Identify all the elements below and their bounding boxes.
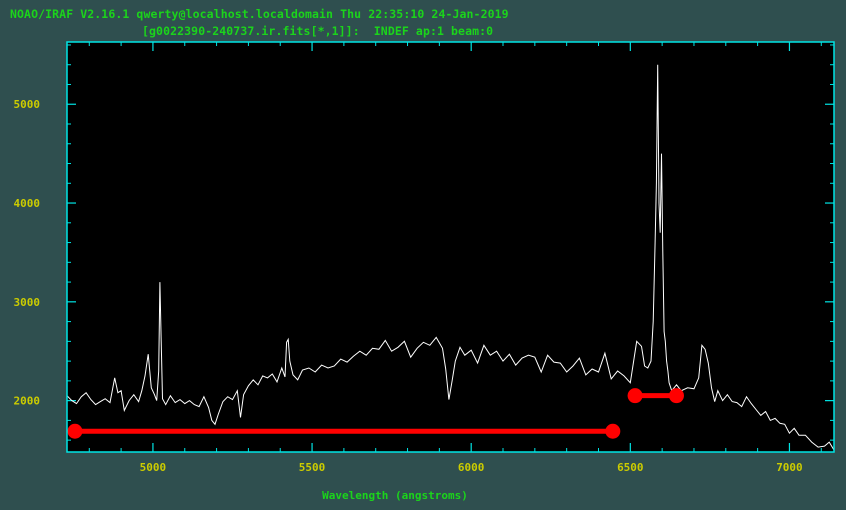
region-marker-start-handle[interactable] (627, 388, 643, 404)
x-axis-title: Wavelength (angstroms) (322, 489, 468, 502)
region-marker-end-handle[interactable] (668, 388, 684, 404)
x-tick-label: 7000 (776, 461, 803, 474)
x-tick-label: 6000 (458, 461, 485, 474)
region-markers[interactable] (67, 388, 684, 439)
x-tick-label: 6500 (617, 461, 644, 474)
x-tick-labels: 5000 5500 6000 6500 7000 (140, 461, 803, 474)
header-title-line: NOAO/IRAF V2.16.1 qwerty@localhost.local… (10, 7, 509, 21)
y-tick-label: 2000 (14, 395, 41, 408)
y-tick-label: 4000 (14, 197, 41, 210)
region-marker-end-handle[interactable] (605, 423, 621, 439)
y-tick-label: 3000 (14, 296, 41, 309)
region-marker-start-handle[interactable] (67, 423, 83, 439)
plot-area[interactable] (67, 42, 834, 452)
y-tick-label: 5000 (14, 98, 41, 111)
y-tick-labels: 2000 3000 4000 5000 (14, 98, 41, 407)
spectrum-line (66, 64, 835, 451)
plot-frame (66, 41, 835, 453)
x-tick-label: 5000 (140, 461, 167, 474)
x-tick-label: 5500 (299, 461, 326, 474)
header-image-line: [g0022390-240737.ir.fits[*,1]]: INDEF ap… (142, 24, 494, 38)
region-marker-region-1[interactable] (67, 423, 621, 439)
region-marker-region-2[interactable] (627, 388, 684, 404)
